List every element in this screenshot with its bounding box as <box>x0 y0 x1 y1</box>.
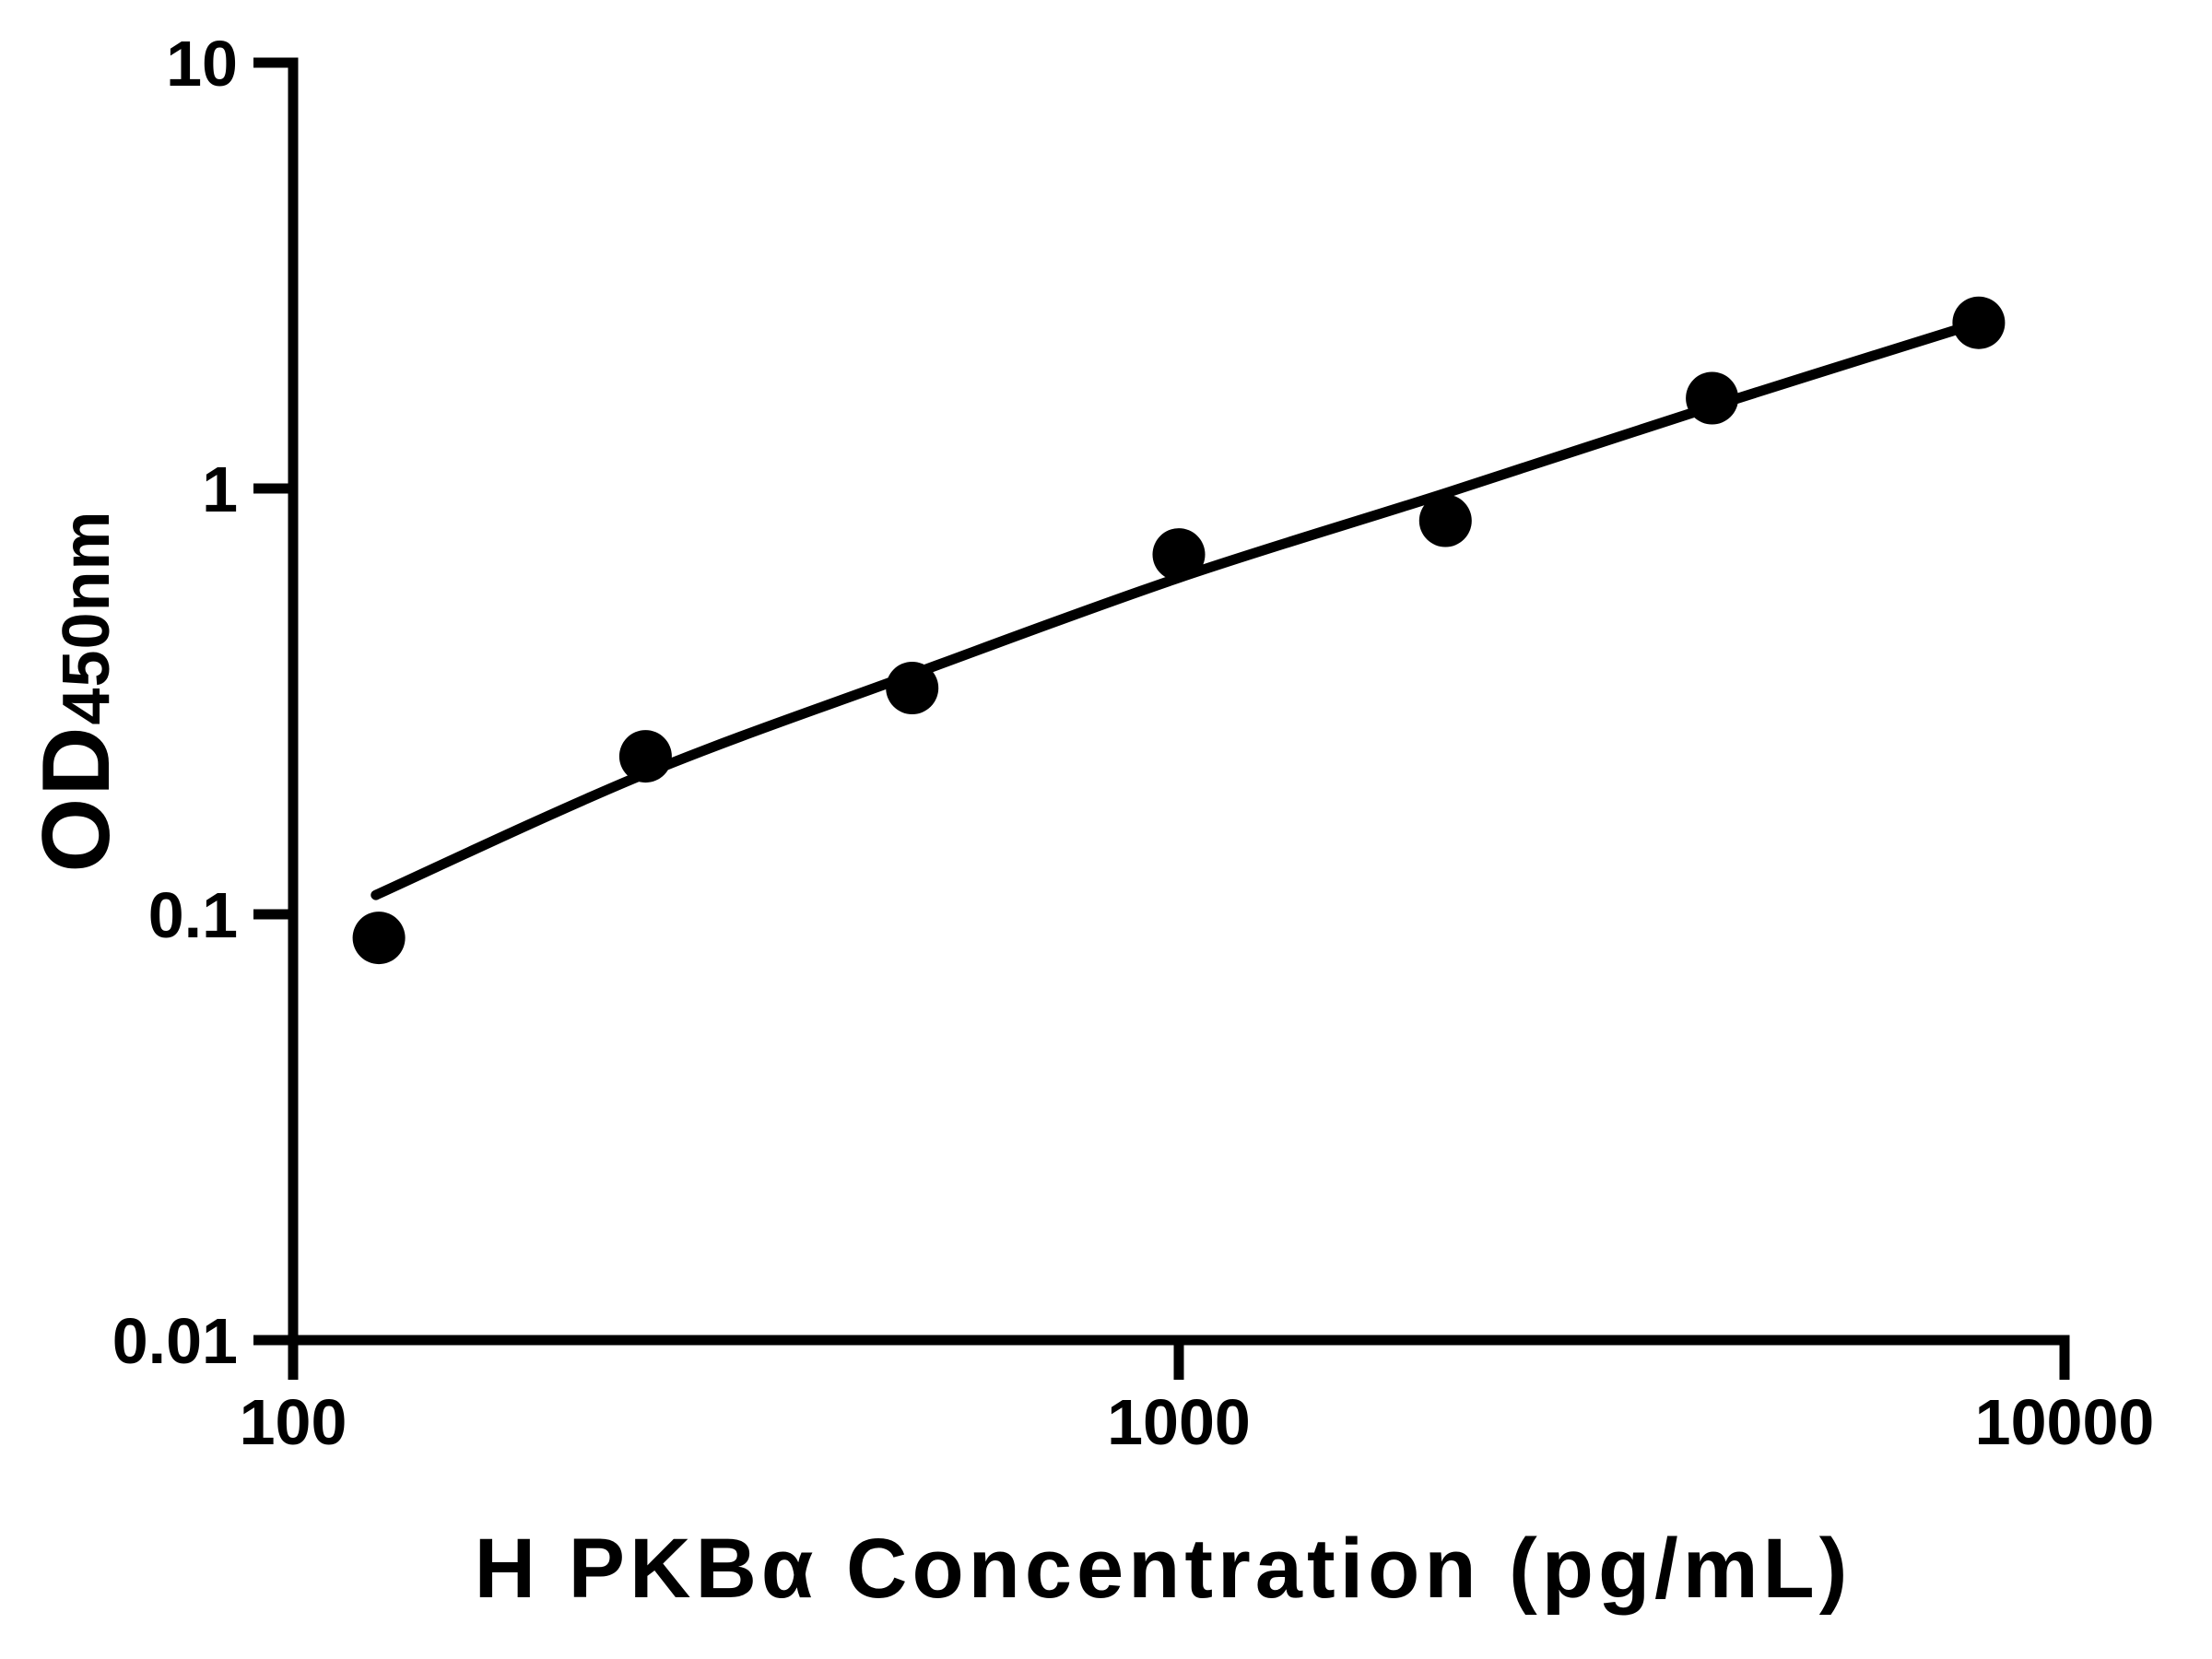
axis-ticks <box>253 57 2070 1380</box>
y-tick-label: 1 <box>202 453 238 525</box>
y-axis-title: OD450nm <box>23 510 130 872</box>
y-axis-title-main: OD <box>23 725 130 873</box>
fit-curve <box>371 317 1984 900</box>
data-point-marker <box>352 912 406 965</box>
x-tick-label: 100 <box>240 1386 347 1458</box>
y-tick-label: 0.01 <box>112 1305 238 1377</box>
x-tick-label: 1000 <box>1107 1386 1251 1458</box>
axes <box>253 57 2070 1380</box>
data-point-marker <box>1686 371 1739 425</box>
y-tick-label: 0.1 <box>148 879 238 951</box>
x-tick-label: 10000 <box>1975 1386 2155 1458</box>
data-point-marker <box>1418 494 1472 547</box>
data-point-marker <box>1152 528 1206 582</box>
y-tick-label: 10 <box>166 28 238 100</box>
x-axis-title: H PKBα Concentration (pg/mL) <box>475 1522 1853 1616</box>
data-point-marker <box>618 730 672 783</box>
data-point-marker <box>886 662 939 714</box>
y-axis-title-sub: 450nm <box>50 510 124 724</box>
data-points <box>352 296 2006 965</box>
fit-curve-line <box>371 317 1984 900</box>
y-axis-line <box>253 57 299 1340</box>
data-point-marker <box>1952 296 2006 349</box>
